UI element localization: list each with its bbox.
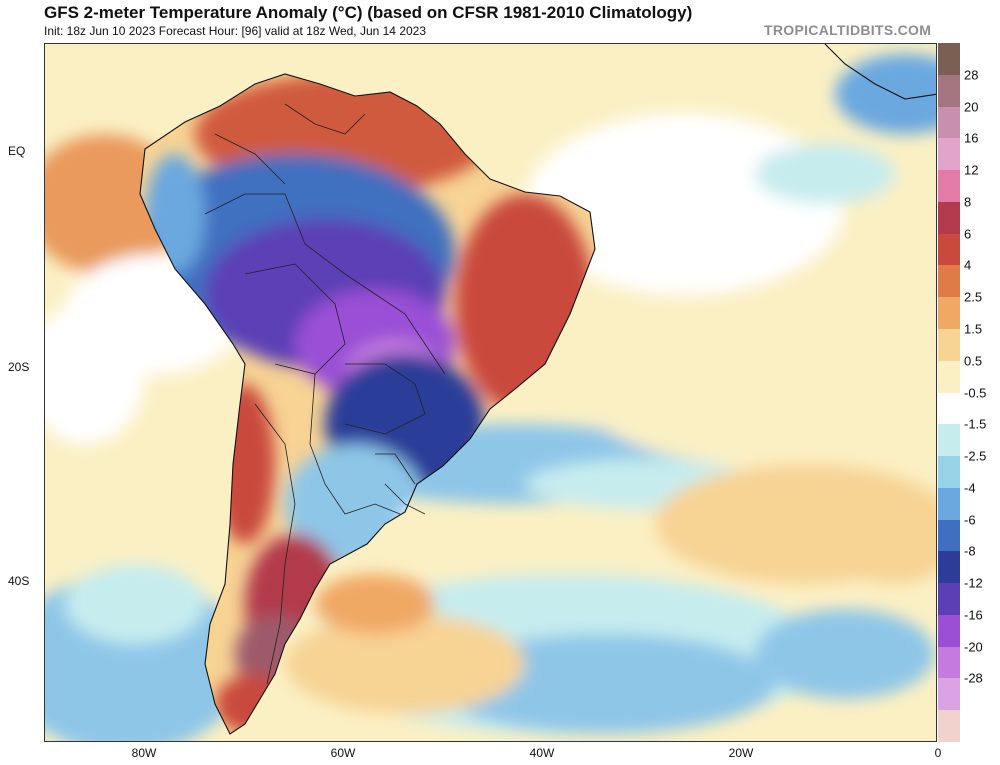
colorbar-segment — [938, 424, 960, 457]
colorbar-segment — [938, 201, 960, 235]
colorbar-segment — [938, 678, 960, 711]
colorbar-label: 16 — [964, 130, 979, 146]
colorbar-segment — [938, 710, 960, 743]
colorbar-label: -2.5 — [964, 448, 987, 464]
colorbar-segment — [938, 265, 960, 298]
colorbar-segment — [938, 138, 960, 171]
colorbar-label: -12 — [964, 575, 983, 591]
colorbar-label: 2.5 — [964, 289, 983, 305]
country-borders — [204, 103, 446, 685]
colorbar-label: 4 — [964, 257, 972, 273]
colorbar-label: 1.5 — [964, 321, 983, 337]
colorbar-segment — [938, 297, 960, 330]
colorbar-label: -16 — [964, 607, 983, 623]
lon-label-0: 0 — [934, 746, 942, 760]
colorbar-segment — [938, 170, 960, 203]
map-title: GFS 2-meter Temperature Anomaly (°C) (ba… — [44, 3, 693, 22]
anomaly-map — [44, 43, 937, 742]
colorbar-label: -0.5 — [964, 385, 987, 400]
colorbar-segment — [938, 328, 960, 362]
colorbar-legend: 28 20 16 12 8 6 4 2.5 1.5 0.5 -0.5 -1.5 -2.5 -4 -6 -8 -1… — [938, 43, 1000, 743]
watermark-brand: TROPICALTIDBITS.COM — [764, 22, 932, 38]
colorbar-label: -4 — [964, 480, 976, 496]
colorbar-segment — [938, 392, 960, 425]
lat-label-20s: 20S — [8, 360, 30, 374]
colorbar-segment — [938, 233, 960, 266]
colorbar-label: 12 — [964, 162, 979, 178]
colorbar-label: -1.5 — [964, 416, 987, 432]
coastlines — [139, 44, 936, 735]
colorbar-segment — [938, 583, 960, 616]
lat-label-40s: 40S — [8, 574, 30, 588]
colorbar-segment — [938, 614, 960, 648]
lon-label-20w: 20W — [728, 746, 754, 760]
colorbar-segment — [938, 456, 960, 489]
colorbar-label: 0.5 — [964, 353, 983, 369]
colorbar-label: -6 — [964, 512, 976, 528]
lon-label-60w: 60W — [330, 746, 356, 760]
lat-label-eq: EQ — [8, 144, 26, 158]
ocean-anomaly-field — [45, 54, 936, 741]
colorbar-label: 20 — [964, 99, 979, 115]
colorbar-segment — [938, 74, 960, 108]
colorbar-segment — [938, 43, 960, 76]
colorbar-label: -20 — [964, 639, 983, 655]
map-canvas — [45, 44, 936, 741]
colorbar-label: 6 — [964, 226, 972, 242]
colorbar-segment — [938, 106, 960, 139]
colorbar-label: 28 — [964, 67, 979, 83]
map-subtitle: Init: 18z Jun 10 2023 Forecast Hour: [96… — [44, 24, 427, 38]
colorbar-segment — [938, 487, 960, 521]
colorbar-label: -28 — [964, 670, 983, 686]
colorbar-segment — [938, 646, 960, 679]
colorbar-label: -8 — [964, 543, 976, 559]
colorbar-segment — [938, 519, 960, 552]
lon-label-40w: 40W — [529, 746, 555, 760]
colorbar-segment — [938, 360, 960, 393]
colorbar-segment — [938, 551, 960, 584]
colorbar-label: 8 — [964, 194, 972, 210]
lon-label-80w: 80W — [131, 746, 157, 760]
